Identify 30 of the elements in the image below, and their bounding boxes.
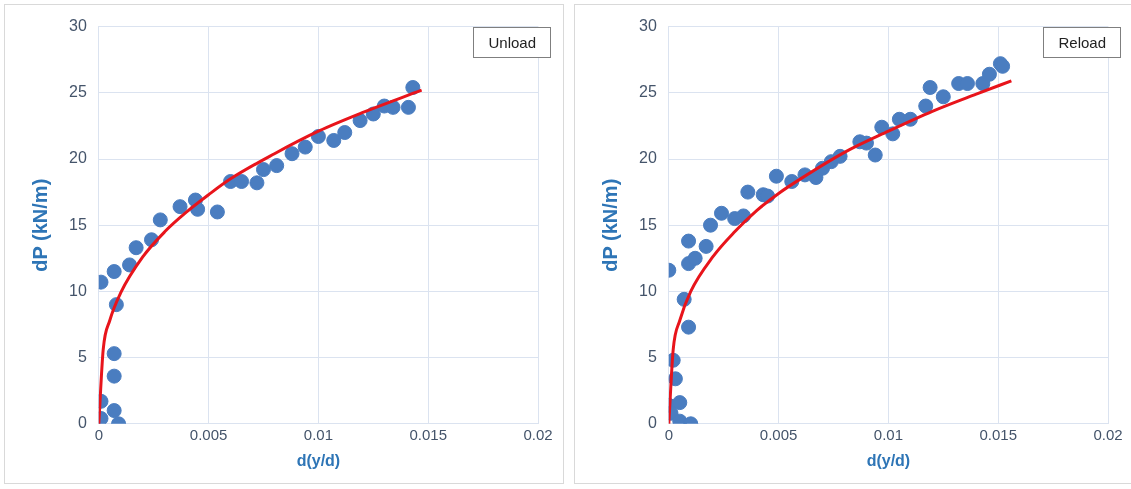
y-tick-label: 20 (69, 149, 87, 167)
x-axis-title: d(y/d) (866, 451, 911, 469)
y-tick-label: 25 (639, 83, 657, 101)
x-tick-label: 0.01 (303, 425, 333, 443)
x-tick-label: 0.005 (759, 425, 798, 443)
y-tick-label: 15 (639, 215, 657, 233)
y-tick-label: 30 (69, 17, 87, 35)
y-axis-title: dP (kN/m) (28, 178, 51, 272)
x-tick-label: 0.015 (979, 425, 1017, 443)
y-tick-label: 10 (639, 281, 657, 299)
y-tick-label: 0 (647, 414, 657, 432)
annotation: Reload (1043, 27, 1121, 58)
y-tick-label: 0 (77, 414, 87, 432)
y-tick-label: 10 (69, 281, 87, 299)
y-tick-label: 25 (69, 83, 87, 101)
x-tick-label: 0.005 (189, 425, 228, 443)
annotation: Unload (473, 27, 551, 58)
x-tick-label: 0.02 (1093, 425, 1123, 443)
y-tick-label: 5 (77, 348, 87, 366)
x-tick-label: 0.01 (873, 425, 903, 443)
y-tick-label: 15 (69, 215, 87, 233)
x-tick-label: 0 (94, 425, 103, 443)
x-tick-label: 0 (664, 425, 673, 443)
y-tick-label: 30 (639, 17, 657, 35)
x-tick-label: 0.02 (523, 425, 553, 443)
x-tick-label: 0.015 (409, 425, 447, 443)
x-axis-title: d(y/d) (296, 451, 341, 469)
y-tick-label: 5 (647, 348, 657, 366)
y-tick-label: 20 (639, 149, 657, 167)
y-axis-title: dP (kN/m) (598, 178, 621, 272)
